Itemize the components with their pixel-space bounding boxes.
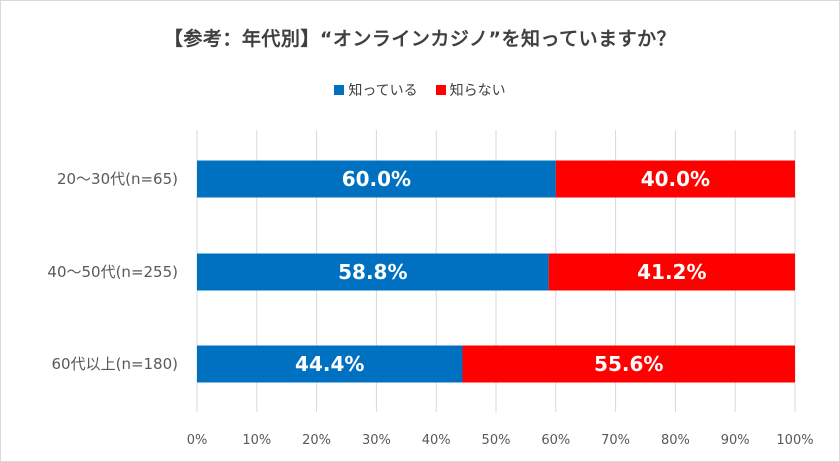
legend-swatch-known (334, 85, 345, 95)
legend-item-known: 知っている (334, 80, 418, 100)
bar-segment (197, 345, 463, 383)
data-label: 60.0% (342, 167, 411, 191)
category-label: 60代以上(n=180) (52, 355, 179, 373)
x-tick-label: 90% (721, 433, 750, 448)
bar-segment (462, 345, 795, 383)
chart-title: 【参考：年代別】“オンラインカジノ”を知っていますか？ (163, 28, 677, 50)
x-tick-label: 40% (422, 433, 451, 448)
x-tick-label: 100% (776, 433, 813, 448)
bar-segment (555, 160, 795, 198)
category-label: 40～50代(n=255) (47, 263, 178, 281)
x-tick-label: 10% (242, 433, 271, 448)
data-label: 55.6% (594, 352, 663, 376)
legend-label-known: 知っている (348, 83, 418, 99)
legend-label-unknown: 知らない (449, 83, 506, 99)
category-label: 20～30代(n=65) (57, 170, 178, 188)
x-tick-label: 60% (541, 433, 570, 448)
x-tick-label: 80% (661, 433, 690, 448)
data-label: 44.4% (295, 352, 364, 376)
data-label: 40.0% (641, 167, 710, 191)
x-tick-label: 50% (482, 433, 511, 448)
x-tick-label: 20% (302, 433, 331, 448)
bar-segment (548, 253, 795, 291)
legend: 知っている 知らない (0, 80, 840, 100)
legend-item-unknown: 知らない (435, 80, 506, 100)
data-label: 58.8% (338, 260, 407, 284)
x-tick-label: 30% (362, 433, 391, 448)
x-tick-label: 70% (601, 433, 630, 448)
bar-segment (197, 253, 549, 291)
bar-segment (197, 160, 556, 198)
data-label: 41.2% (637, 260, 706, 284)
x-tick-label: 0% (187, 433, 208, 448)
legend-swatch-unknown (435, 85, 446, 95)
